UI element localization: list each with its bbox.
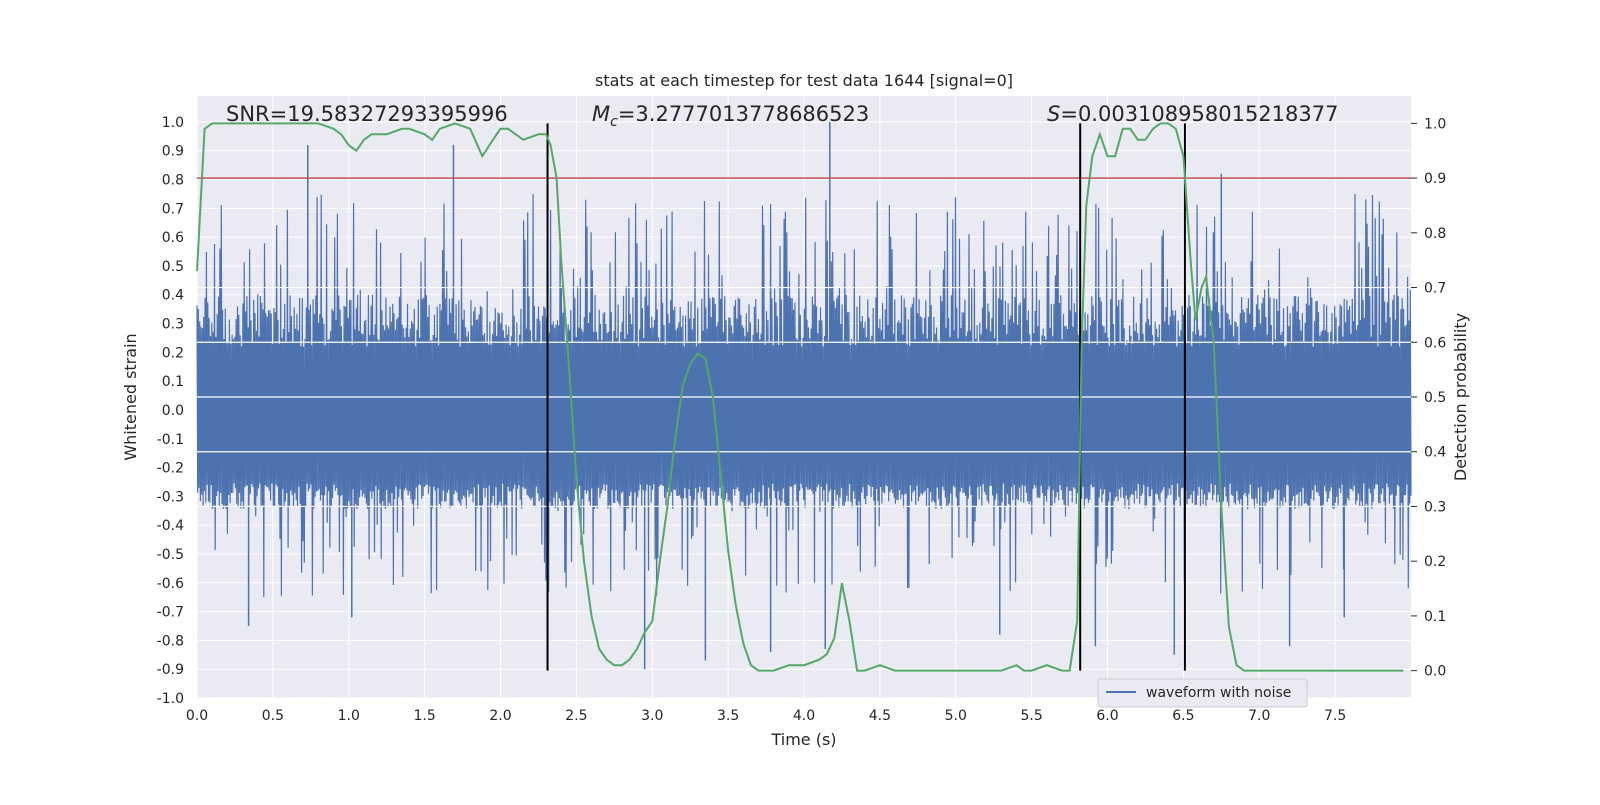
y-tick-label: 0.6 xyxy=(162,230,184,246)
x-tick-label: 1.5 xyxy=(413,708,435,724)
s-value: =0.003108958015218377 xyxy=(1060,102,1338,126)
y2-tick-label: 0.8 xyxy=(1424,226,1446,242)
y2-tick-labels: 1.0 0.9 0.8 0.7 0.6 0.5 0.4 0.3 0.2 0.1 0.0 xyxy=(1411,116,1446,680)
y-tick-label: -0.8 xyxy=(157,633,184,649)
s-symbol: S xyxy=(1047,102,1060,126)
y2-tick-label: 1.0 xyxy=(1424,116,1446,132)
y2-tick-label: 0.5 xyxy=(1424,390,1446,406)
y-tick-label: 0.4 xyxy=(162,288,184,304)
x-axis-label: Time (s) xyxy=(770,730,836,749)
y-tick-label: -0.4 xyxy=(157,518,184,534)
x-tick-labels: 0.0 0.5 1.0 1.5 2.0 2.5 3.0 3.5 4.0 4.5 5.0 5.5 6.0 6… xyxy=(186,708,1346,724)
y2-tick-label: 0.9 xyxy=(1424,171,1446,187)
snr-annotation: SNR=19.58327293395996 xyxy=(226,102,508,126)
series-waveform-with-noise xyxy=(196,193,1412,598)
y-tick-label: 0.7 xyxy=(162,201,184,217)
y-tick-label: 0.1 xyxy=(162,374,184,390)
y-tick-label: -0.3 xyxy=(157,489,184,505)
y-tick-label: 0.8 xyxy=(162,173,184,189)
y2-tick-label: 0.7 xyxy=(1424,281,1446,297)
y2-tick-label: 0.3 xyxy=(1424,499,1446,515)
x-tick-label: 0.5 xyxy=(262,708,284,724)
chirp-mass-subscript: c xyxy=(610,114,618,130)
x-tick-label: 6.5 xyxy=(1172,708,1194,724)
legend: waveform with noise xyxy=(1097,678,1308,708)
x-tick-label: 2.5 xyxy=(565,708,587,724)
chirp-mass-symbol: M xyxy=(592,102,610,126)
series-detection-probability xyxy=(196,122,1404,672)
y-tick-label: -0.1 xyxy=(157,432,184,448)
y-axis-label: Whitened strain xyxy=(121,333,140,460)
x-tick-label: 3.0 xyxy=(641,708,663,724)
x-tick-label: 7.0 xyxy=(1248,708,1270,724)
chart-title: stats at each timestep for test data 164… xyxy=(595,71,1013,90)
x-tick-label: 5.0 xyxy=(945,708,967,724)
y-tick-label: 1.0 xyxy=(162,115,184,131)
y-tick-label: -0.7 xyxy=(157,605,184,621)
y-tick-label: -1.0 xyxy=(157,691,184,707)
x-tick-label: 7.5 xyxy=(1324,708,1346,724)
y-tick-label: -0.9 xyxy=(157,662,184,678)
y2-tick-label: 0.6 xyxy=(1424,335,1446,351)
y-tick-label: -0.6 xyxy=(157,576,184,592)
overlay-layer xyxy=(196,122,1411,672)
chirp-mass-value: =3.2777013778686523 xyxy=(618,102,869,126)
x-tick-label: 2.0 xyxy=(489,708,511,724)
y-tick-label: 0.0 xyxy=(162,403,184,419)
y2-tick-label: 0.4 xyxy=(1424,445,1446,461)
y-tick-labels: 1.0 0.9 0.8 0.7 0.6 0.5 0.4 0.3 0.2 0.1 0.0 -0.1 -0.… xyxy=(157,115,184,707)
y-tick-label: -0.2 xyxy=(157,461,184,477)
legend-label-waveform: waveform with noise xyxy=(1146,685,1291,701)
x-tick-label: 4.5 xyxy=(869,708,891,724)
chirp-mass-annotation: Mc=3.2777013778686523 xyxy=(592,102,869,130)
x-tick-label: 0.0 xyxy=(186,708,208,724)
y-tick-label: 0.3 xyxy=(162,317,184,333)
y-tick-label: 0.5 xyxy=(162,259,184,275)
noise-layer xyxy=(196,121,1412,670)
s-annotation: S=0.003108958015218377 xyxy=(1047,102,1338,126)
x-tick-label: 1.0 xyxy=(338,708,360,724)
y-tick-label: 0.2 xyxy=(162,345,184,361)
x-tick-label: 6.0 xyxy=(1096,708,1118,724)
x-tick-label: 3.5 xyxy=(717,708,739,724)
x-tick-label: 4.0 xyxy=(793,708,815,724)
y2-tick-label: 0.1 xyxy=(1424,609,1446,625)
y2-axis-label: Detection probability xyxy=(1451,313,1470,481)
x-tick-label: 5.5 xyxy=(1020,708,1042,724)
y2-tick-label: 0.2 xyxy=(1424,554,1446,570)
y-tick-label: 0.9 xyxy=(162,144,184,160)
y-tick-label: -0.5 xyxy=(157,547,184,563)
y2-tick-label: 0.0 xyxy=(1424,664,1446,680)
legend-box xyxy=(1097,678,1308,708)
